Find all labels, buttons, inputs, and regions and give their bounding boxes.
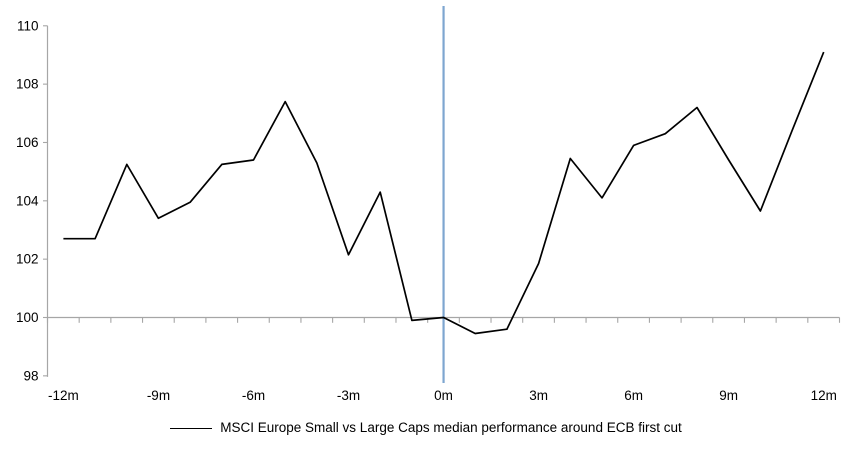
y-axis-tick-label: 102 bbox=[16, 252, 39, 267]
x-axis-tick-label: 12m bbox=[811, 388, 837, 403]
y-axis-tick-label: 108 bbox=[16, 77, 39, 92]
x-axis-tick-label: 6m bbox=[624, 388, 643, 403]
series-line bbox=[63, 51, 825, 335]
x-axis-tick-label: 0m bbox=[434, 388, 453, 403]
legend: MSCI Europe Small vs Large Caps median p… bbox=[0, 420, 852, 436]
x-axis-tick-label: -12m bbox=[48, 388, 79, 403]
x-axis-tick-label: -3m bbox=[337, 388, 360, 403]
x-axis-tick-label: -6m bbox=[242, 388, 265, 403]
y-axis-tick-label: 104 bbox=[16, 193, 39, 208]
y-axis-tick-label: 100 bbox=[16, 310, 39, 325]
x-axis-tick-label: -9m bbox=[147, 388, 170, 403]
y-axis-tick-label: 110 bbox=[17, 18, 39, 33]
y-axis-tick-label: 106 bbox=[16, 135, 39, 150]
x-axis-tick-label: 9m bbox=[719, 388, 738, 403]
y-axis-tick-label: 98 bbox=[23, 368, 38, 383]
x-axis-tick-label: 3m bbox=[529, 388, 548, 403]
legend-label: MSCI Europe Small vs Large Caps median p… bbox=[220, 420, 682, 435]
chart-canvas: 110 108 106 104 102 100 98 -12m -9m -6m -3m 0m 3m 6m 9… bbox=[16, 6, 841, 403]
legend-line-sample bbox=[170, 427, 213, 429]
